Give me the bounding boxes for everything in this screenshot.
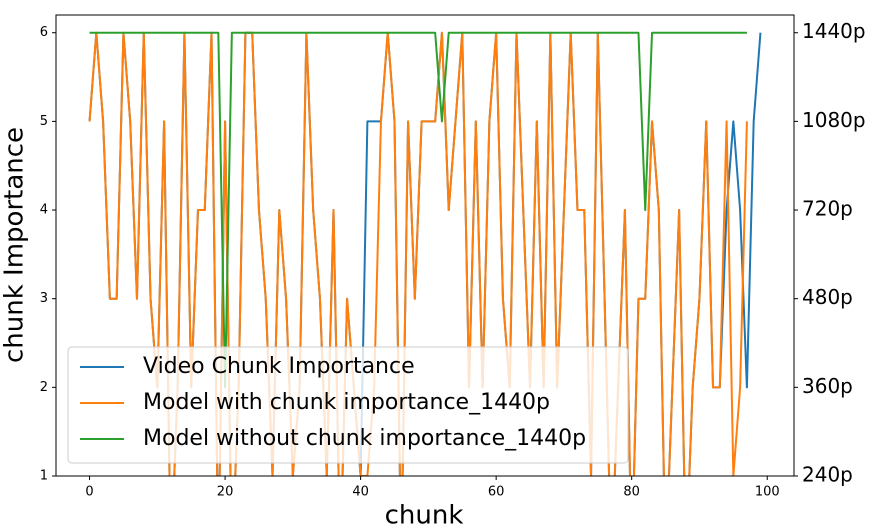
legend-box — [67, 346, 629, 464]
y2-tick-label: 1440p — [802, 19, 866, 43]
x-tick-label: 20 — [217, 485, 234, 500]
y-tick-label: 6 — [40, 25, 48, 40]
x-tick-label: 0 — [85, 485, 93, 500]
legend: Video Chunk Importance Model with chunk i… — [67, 346, 629, 464]
x-tick-label: 100 — [755, 485, 780, 500]
legend-label: Video Chunk Importance — [143, 354, 415, 379]
y-tick-label: 1 — [40, 469, 48, 484]
x-tick-label: 40 — [352, 485, 369, 500]
series-line — [89, 31, 747, 389]
axes-frame — [55, 14, 795, 477]
x-tick-label: 80 — [623, 485, 640, 500]
y2-tick-label: 720p — [802, 197, 853, 221]
legend-label: Model with chunk importance_1440p — [143, 390, 550, 415]
x-axis-label: chunk — [385, 501, 464, 531]
y-tick-label: 2 — [40, 380, 48, 395]
y-axis-label: chunk Importance — [0, 127, 30, 363]
y2-tick-label: 1080p — [802, 108, 866, 132]
legend-label: Model without chunk importance_1440p — [143, 426, 586, 451]
y-tick-label: 3 — [40, 291, 48, 306]
y2-tick-label: 240p — [802, 463, 853, 487]
y-tick-label: 5 — [40, 114, 48, 129]
plot-area — [88, 31, 762, 476]
y2-tick-label: 480p — [802, 285, 853, 309]
x-tick-label: 60 — [488, 485, 505, 500]
y-tick-label: 4 — [40, 203, 48, 218]
series-line — [88, 31, 748, 476]
y2-tick-label: 360p — [802, 374, 853, 398]
